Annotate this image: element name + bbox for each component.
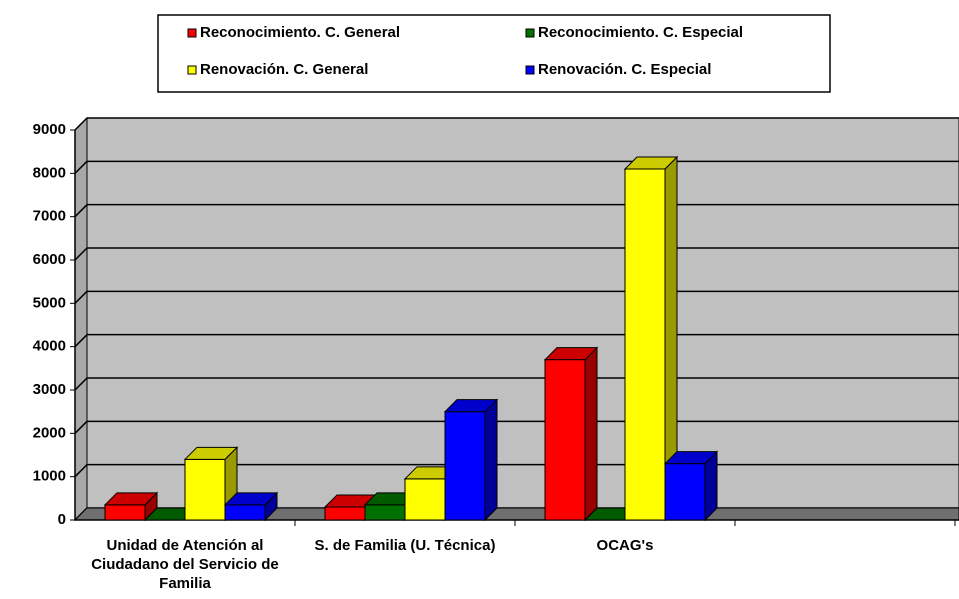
y-tick-label: 6000: [33, 251, 66, 268]
grid-line: [74, 160, 959, 174]
back-wall: [86, 117, 959, 509]
grid-line: [74, 290, 959, 304]
grid-line-side: [74, 160, 88, 174]
legend-swatch: [187, 65, 197, 75]
bar-front: [184, 458, 226, 521]
left-wall: [74, 116, 88, 522]
grid-line: [74, 377, 959, 391]
bar-front: [664, 463, 706, 521]
bar-side: [584, 346, 598, 522]
bar-front: [104, 504, 146, 521]
grid-line-side: [74, 204, 88, 218]
bar-top: [623, 156, 679, 170]
bar-top: [223, 492, 279, 506]
x-tick-label: OCAG's: [596, 537, 654, 554]
grid-line: [74, 333, 959, 348]
bar-front: [324, 506, 366, 521]
bar-front: [224, 504, 266, 521]
grid-line-side: [74, 334, 88, 348]
y-tick-label: 9000: [33, 121, 66, 138]
bar-side: [484, 398, 498, 522]
grid-line-side: [74, 117, 88, 131]
legend-label: Renovación. C. Especial: [538, 61, 711, 78]
bar-top: [443, 399, 499, 413]
legend-swatch: [187, 28, 197, 38]
grid-line-side: [74, 377, 88, 391]
grid-line-side: [74, 247, 88, 261]
y-tick-label: 4000: [33, 338, 66, 355]
y-tick-label: 5000: [33, 294, 66, 311]
legend-label: Renovación. C. General: [200, 61, 368, 78]
bar-top: [183, 446, 239, 460]
bar-front: [404, 478, 446, 521]
bar-front: [544, 359, 586, 521]
y-tick-label: 1000: [33, 468, 66, 485]
grid-line: [74, 247, 959, 261]
bar: [443, 398, 499, 522]
grid-line: [74, 117, 959, 131]
y-tick-label: 0: [58, 511, 66, 528]
bar-front: [444, 411, 486, 521]
bar-front: [624, 168, 666, 521]
legend-label: Reconocimiento. C. General: [200, 24, 400, 41]
x-tick-label: Unidad de Atención al Ciudadano del Serv…: [91, 537, 279, 592]
bar: [103, 491, 159, 522]
bar: [623, 155, 679, 522]
legend-swatch: [525, 28, 535, 38]
bar-top: [663, 451, 719, 465]
grid-line: [74, 420, 959, 434]
y-tick-label: 8000: [33, 164, 66, 181]
bar: [543, 346, 599, 522]
grid-line: [74, 203, 959, 218]
bar: [223, 491, 279, 522]
y-tick-label: 7000: [33, 208, 66, 225]
legend-swatch: [525, 65, 535, 75]
grid-line-side: [74, 420, 88, 434]
bar-front: [364, 504, 406, 521]
x-tick-label: S. de Familia (U. Técnica): [314, 537, 496, 554]
legend-box: [157, 14, 831, 93]
y-tick-label: 3000: [33, 381, 66, 398]
bar-top: [543, 347, 599, 361]
bar: [663, 450, 719, 522]
y-tick-label: 2000: [33, 424, 66, 441]
bar-top: [103, 492, 159, 506]
grid-line-side: [74, 290, 88, 304]
legend-label: Reconocimiento. C. Especial: [538, 24, 743, 41]
grid-line-side: [74, 464, 88, 478]
